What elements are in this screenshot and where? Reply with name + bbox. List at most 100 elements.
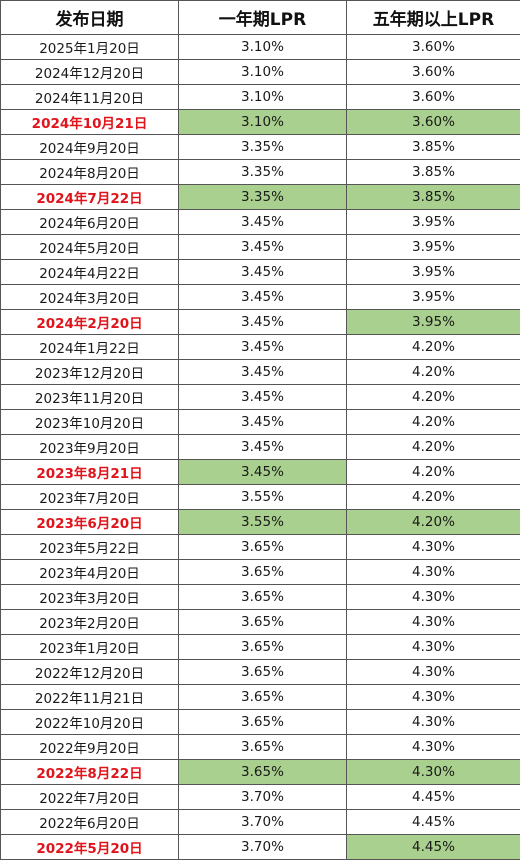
date-cell: 2023年5月22日 [0, 534, 179, 560]
lpr-5y-cell: 4.30% [346, 759, 520, 785]
date-cell: 2022年6月20日 [0, 809, 179, 835]
date-cell: 2023年9月20日 [0, 434, 179, 460]
lpr-1y-cell: 3.45% [178, 384, 347, 410]
header-lpr-5y: 五年期以上LPR [346, 0, 520, 35]
date-cell: 2024年11月20日 [0, 84, 179, 110]
date-cell: 2022年8月22日 [0, 759, 179, 785]
lpr-1y-cell: 3.55% [178, 484, 347, 510]
table-row: 2024年7月22日 3.35% 3.85% [0, 184, 520, 210]
table-row: 2024年1月22日 3.45% 4.20% [0, 334, 520, 360]
lpr-1y-cell: 3.35% [178, 184, 347, 210]
lpr-1y-cell: 3.65% [178, 659, 347, 685]
table-row: 2022年7月20日 3.70% 4.45% [0, 784, 520, 810]
date-cell: 2024年3月20日 [0, 284, 179, 310]
lpr-5y-cell: 4.30% [346, 584, 520, 610]
table-row: 2023年12月20日 3.45% 4.20% [0, 359, 520, 385]
lpr-5y-cell: 4.45% [346, 809, 520, 835]
table-row: 2024年8月20日 3.35% 3.85% [0, 159, 520, 185]
date-cell: 2024年12月20日 [0, 59, 179, 85]
table-row: 2023年10月20日 3.45% 4.20% [0, 409, 520, 435]
lpr-1y-cell: 3.65% [178, 734, 347, 760]
lpr-1y-cell: 3.45% [178, 309, 347, 335]
table-row: 2022年9月20日 3.65% 4.30% [0, 734, 520, 760]
lpr-5y-cell: 4.20% [346, 484, 520, 510]
table-row: 2024年5月20日 3.45% 3.95% [0, 234, 520, 260]
date-cell: 2022年5月20日 [0, 834, 179, 860]
table-row: 2024年3月20日 3.45% 3.95% [0, 284, 520, 310]
lpr-5y-cell: 4.30% [346, 734, 520, 760]
lpr-1y-cell: 3.45% [178, 259, 347, 285]
date-cell: 2023年6月20日 [0, 509, 179, 535]
date-cell: 2023年2月20日 [0, 609, 179, 635]
date-cell: 2022年7月20日 [0, 784, 179, 810]
date-cell: 2022年11月21日 [0, 684, 179, 710]
table-row: 2025年1月20日 3.10% 3.60% [0, 34, 520, 60]
lpr-5y-cell: 4.30% [346, 559, 520, 585]
lpr-1y-cell: 3.45% [178, 284, 347, 310]
lpr-5y-cell: 3.95% [346, 209, 520, 235]
lpr-5y-cell: 4.30% [346, 534, 520, 560]
date-cell: 2022年10月20日 [0, 709, 179, 735]
date-cell: 2022年9月20日 [0, 734, 179, 760]
lpr-1y-cell: 3.10% [178, 59, 347, 85]
date-cell: 2023年8月21日 [0, 459, 179, 485]
table-row: 2024年10月21日 3.10% 3.60% [0, 109, 520, 135]
date-cell: 2023年11月20日 [0, 384, 179, 410]
lpr-1y-cell: 3.35% [178, 159, 347, 185]
lpr-1y-cell: 3.45% [178, 434, 347, 460]
table-row: 2023年7月20日 3.55% 4.20% [0, 484, 520, 510]
table-row: 2023年11月20日 3.45% 4.20% [0, 384, 520, 410]
table-row: 2022年6月20日 3.70% 4.45% [0, 809, 520, 835]
lpr-5y-cell: 3.85% [346, 184, 520, 210]
date-cell: 2024年7月22日 [0, 184, 179, 210]
date-cell: 2023年1月20日 [0, 634, 179, 660]
lpr-1y-cell: 3.65% [178, 534, 347, 560]
table-row: 2023年6月20日 3.55% 4.20% [0, 509, 520, 535]
lpr-5y-cell: 3.60% [346, 34, 520, 60]
date-cell: 2023年4月20日 [0, 559, 179, 585]
table-row: 2022年8月22日 3.65% 4.30% [0, 759, 520, 785]
lpr-5y-cell: 4.20% [346, 434, 520, 460]
lpr-1y-cell: 3.45% [178, 334, 347, 360]
lpr-5y-cell: 3.85% [346, 159, 520, 185]
table-row: 2024年12月20日 3.10% 3.60% [0, 59, 520, 85]
date-cell: 2023年7月20日 [0, 484, 179, 510]
lpr-5y-cell: 4.20% [346, 359, 520, 385]
table-row: 2024年4月22日 3.45% 3.95% [0, 259, 520, 285]
lpr-5y-cell: 4.20% [346, 409, 520, 435]
lpr-1y-cell: 3.65% [178, 584, 347, 610]
date-cell: 2024年6月20日 [0, 209, 179, 235]
table-row: 2023年1月20日 3.65% 4.30% [0, 634, 520, 660]
lpr-5y-cell: 4.20% [346, 509, 520, 535]
lpr-5y-cell: 3.60% [346, 84, 520, 110]
date-cell: 2024年5月20日 [0, 234, 179, 260]
table-row: 2022年12月20日 3.65% 4.30% [0, 659, 520, 685]
table-row: 2022年11月21日 3.65% 4.30% [0, 684, 520, 710]
header-lpr-1y: 一年期LPR [178, 0, 347, 35]
date-cell: 2024年10月21日 [0, 109, 179, 135]
lpr-5y-cell: 3.60% [346, 109, 520, 135]
lpr-5y-cell: 4.30% [346, 609, 520, 635]
lpr-1y-cell: 3.70% [178, 784, 347, 810]
lpr-5y-cell: 3.60% [346, 59, 520, 85]
table-row: 2024年11月20日 3.10% 3.60% [0, 84, 520, 110]
lpr-1y-cell: 3.45% [178, 359, 347, 385]
date-cell: 2024年1月22日 [0, 334, 179, 360]
date-cell: 2023年12月20日 [0, 359, 179, 385]
header-date: 发布日期 [0, 0, 179, 35]
table-row: 2022年10月20日 3.65% 4.30% [0, 709, 520, 735]
table-row: 2024年9月20日 3.35% 3.85% [0, 134, 520, 160]
lpr-5y-cell: 4.45% [346, 834, 520, 860]
table-row: 2023年4月20日 3.65% 4.30% [0, 559, 520, 585]
lpr-1y-cell: 3.70% [178, 834, 347, 860]
lpr-1y-cell: 3.65% [178, 559, 347, 585]
lpr-1y-cell: 3.65% [178, 634, 347, 660]
table-row: 2023年3月20日 3.65% 4.30% [0, 584, 520, 610]
lpr-5y-cell: 3.95% [346, 309, 520, 335]
lpr-1y-cell: 3.65% [178, 609, 347, 635]
lpr-1y-cell: 3.10% [178, 84, 347, 110]
table-row: 2024年6月20日 3.45% 3.95% [0, 209, 520, 235]
lpr-1y-cell: 3.35% [178, 134, 347, 160]
lpr-1y-cell: 3.55% [178, 509, 347, 535]
